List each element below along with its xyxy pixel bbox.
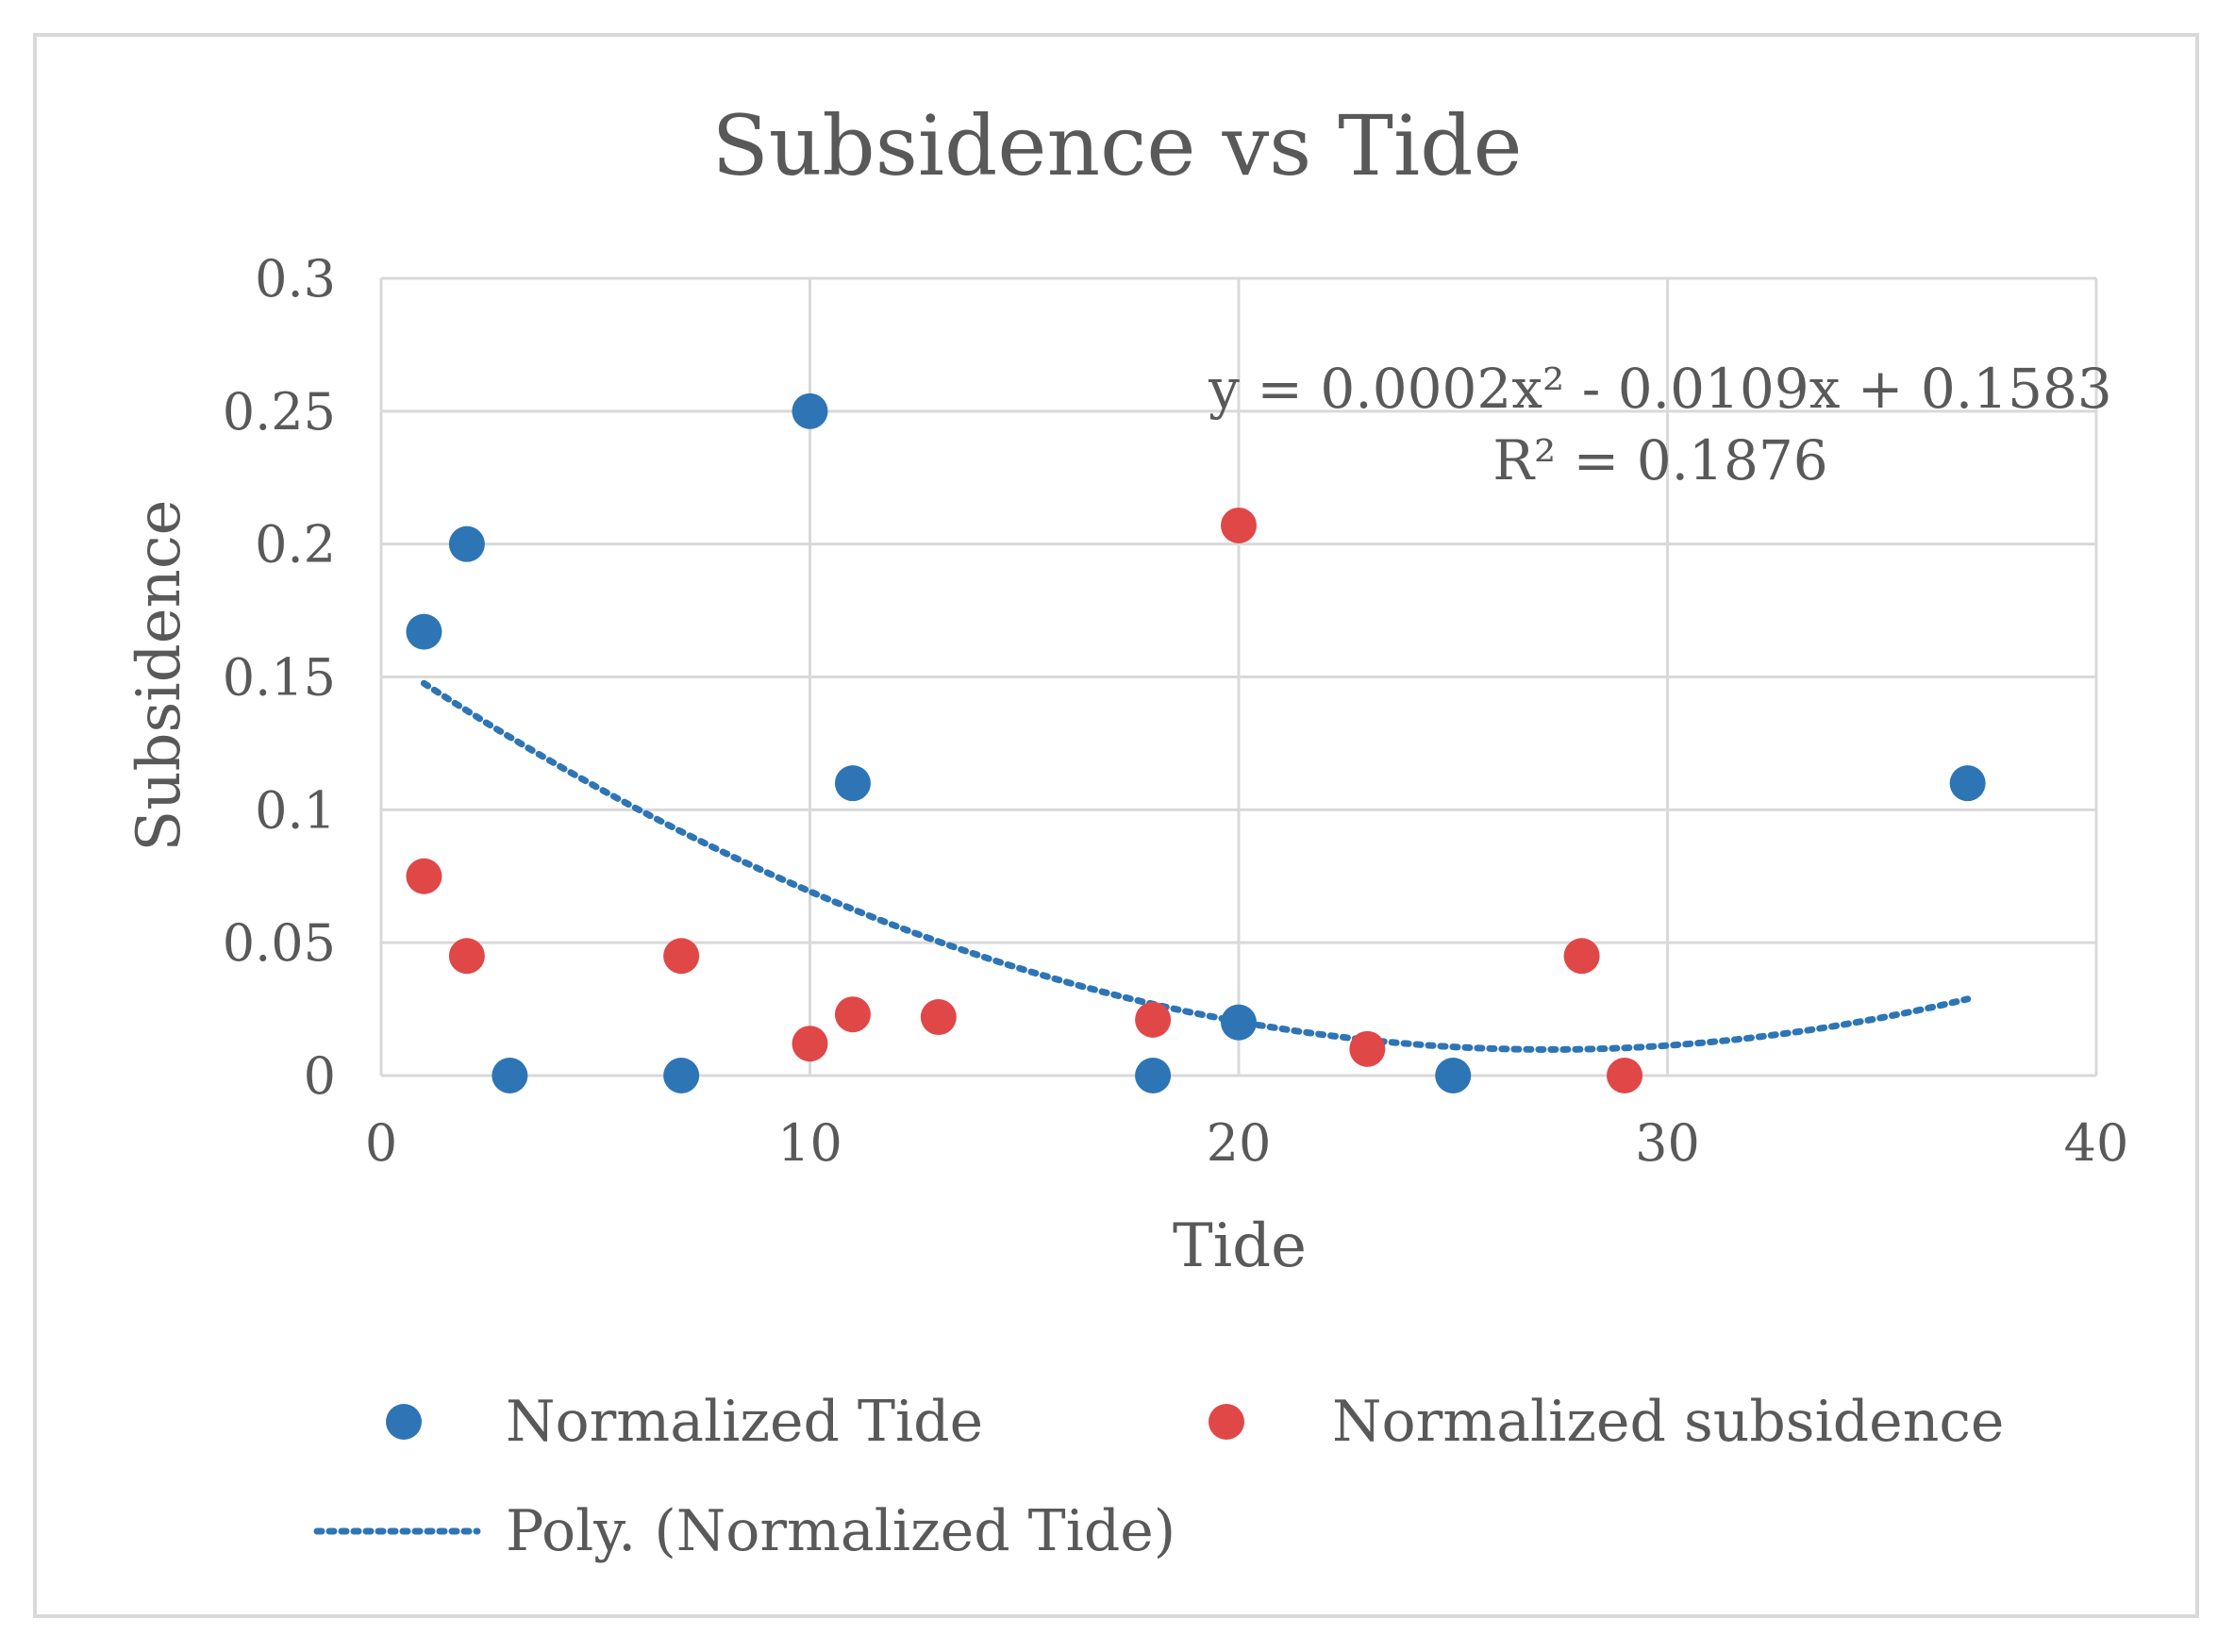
point-normalized-tide xyxy=(663,1058,700,1093)
legend-label-normalized-tide: Normalized Tide xyxy=(506,1389,983,1455)
trendline-r-squared: R² = 0.1876 xyxy=(1492,428,1827,492)
point-normalized-subsidence xyxy=(1349,1030,1386,1067)
point-normalized-tide xyxy=(792,392,828,429)
legend-label-normalized-subsidence: Normalized subsidence xyxy=(1332,1389,2004,1455)
trendline-poly-normalized-tide xyxy=(420,679,1972,1053)
point-normalized-subsidence xyxy=(406,858,442,894)
point-normalized-tide xyxy=(406,613,442,650)
point-normalized-subsidence xyxy=(1221,507,1257,543)
y-tick-label: 0.25 xyxy=(223,382,336,442)
x-tick-label: 0 xyxy=(365,1113,397,1173)
point-normalized-subsidence xyxy=(1563,938,1600,975)
point-normalized-subsidence xyxy=(448,938,485,975)
y-axis-title: Subsidence xyxy=(125,499,194,851)
tick-labels: 0 0.05 0.1 0.15 0.2 0.25 0.3 0 10 20 30 40 xyxy=(223,249,2129,1173)
point-normalized-tide xyxy=(1435,1058,1472,1093)
point-normalized-tide xyxy=(448,526,485,562)
y-tick-label: 0.2 xyxy=(255,515,336,575)
trendline-equation: y = 0.0002x² - 0.0109x + 0.1583 xyxy=(1208,357,2112,421)
legend-label-poly-trendline: Poly. (Normalized Tide) xyxy=(506,1498,1175,1564)
point-normalized-tide xyxy=(834,765,871,802)
point-normalized-tide xyxy=(1221,1004,1257,1041)
x-tick-label: 10 xyxy=(777,1113,842,1173)
x-tick-label: 20 xyxy=(1207,1113,1272,1173)
legend-marker-normalized-subsidence xyxy=(1209,1404,1244,1440)
legend: Normalized Tide Normalized subsidence Po… xyxy=(313,1389,2004,1564)
point-normalized-subsidence xyxy=(1607,1058,1643,1093)
data-points xyxy=(406,392,1986,1093)
point-normalized-subsidence xyxy=(834,996,871,1033)
point-normalized-tide xyxy=(1135,1058,1172,1093)
point-normalized-subsidence xyxy=(792,1026,828,1062)
y-tick-label: 0.1 xyxy=(255,780,336,840)
chart-title: Subsidence vs Tide xyxy=(711,97,1522,194)
y-tick-label: 0.3 xyxy=(255,249,336,309)
trendline-group xyxy=(420,679,1972,1053)
x-axis-title: Tide xyxy=(1173,1211,1307,1281)
point-normalized-tide xyxy=(1949,765,1986,802)
y-tick-label: 0 xyxy=(304,1046,336,1106)
point-normalized-subsidence xyxy=(663,938,700,975)
x-tick-label: 30 xyxy=(1635,1113,1700,1173)
chart-frame xyxy=(33,33,2199,1618)
legend-marker-normalized-tide xyxy=(386,1404,422,1440)
point-normalized-subsidence xyxy=(1135,1001,1172,1038)
point-normalized-subsidence xyxy=(920,999,957,1036)
y-tick-label: 0.15 xyxy=(223,648,336,708)
x-tick-label: 40 xyxy=(2064,1113,2129,1173)
y-tick-label: 0.05 xyxy=(223,913,336,973)
point-normalized-tide xyxy=(492,1058,528,1093)
